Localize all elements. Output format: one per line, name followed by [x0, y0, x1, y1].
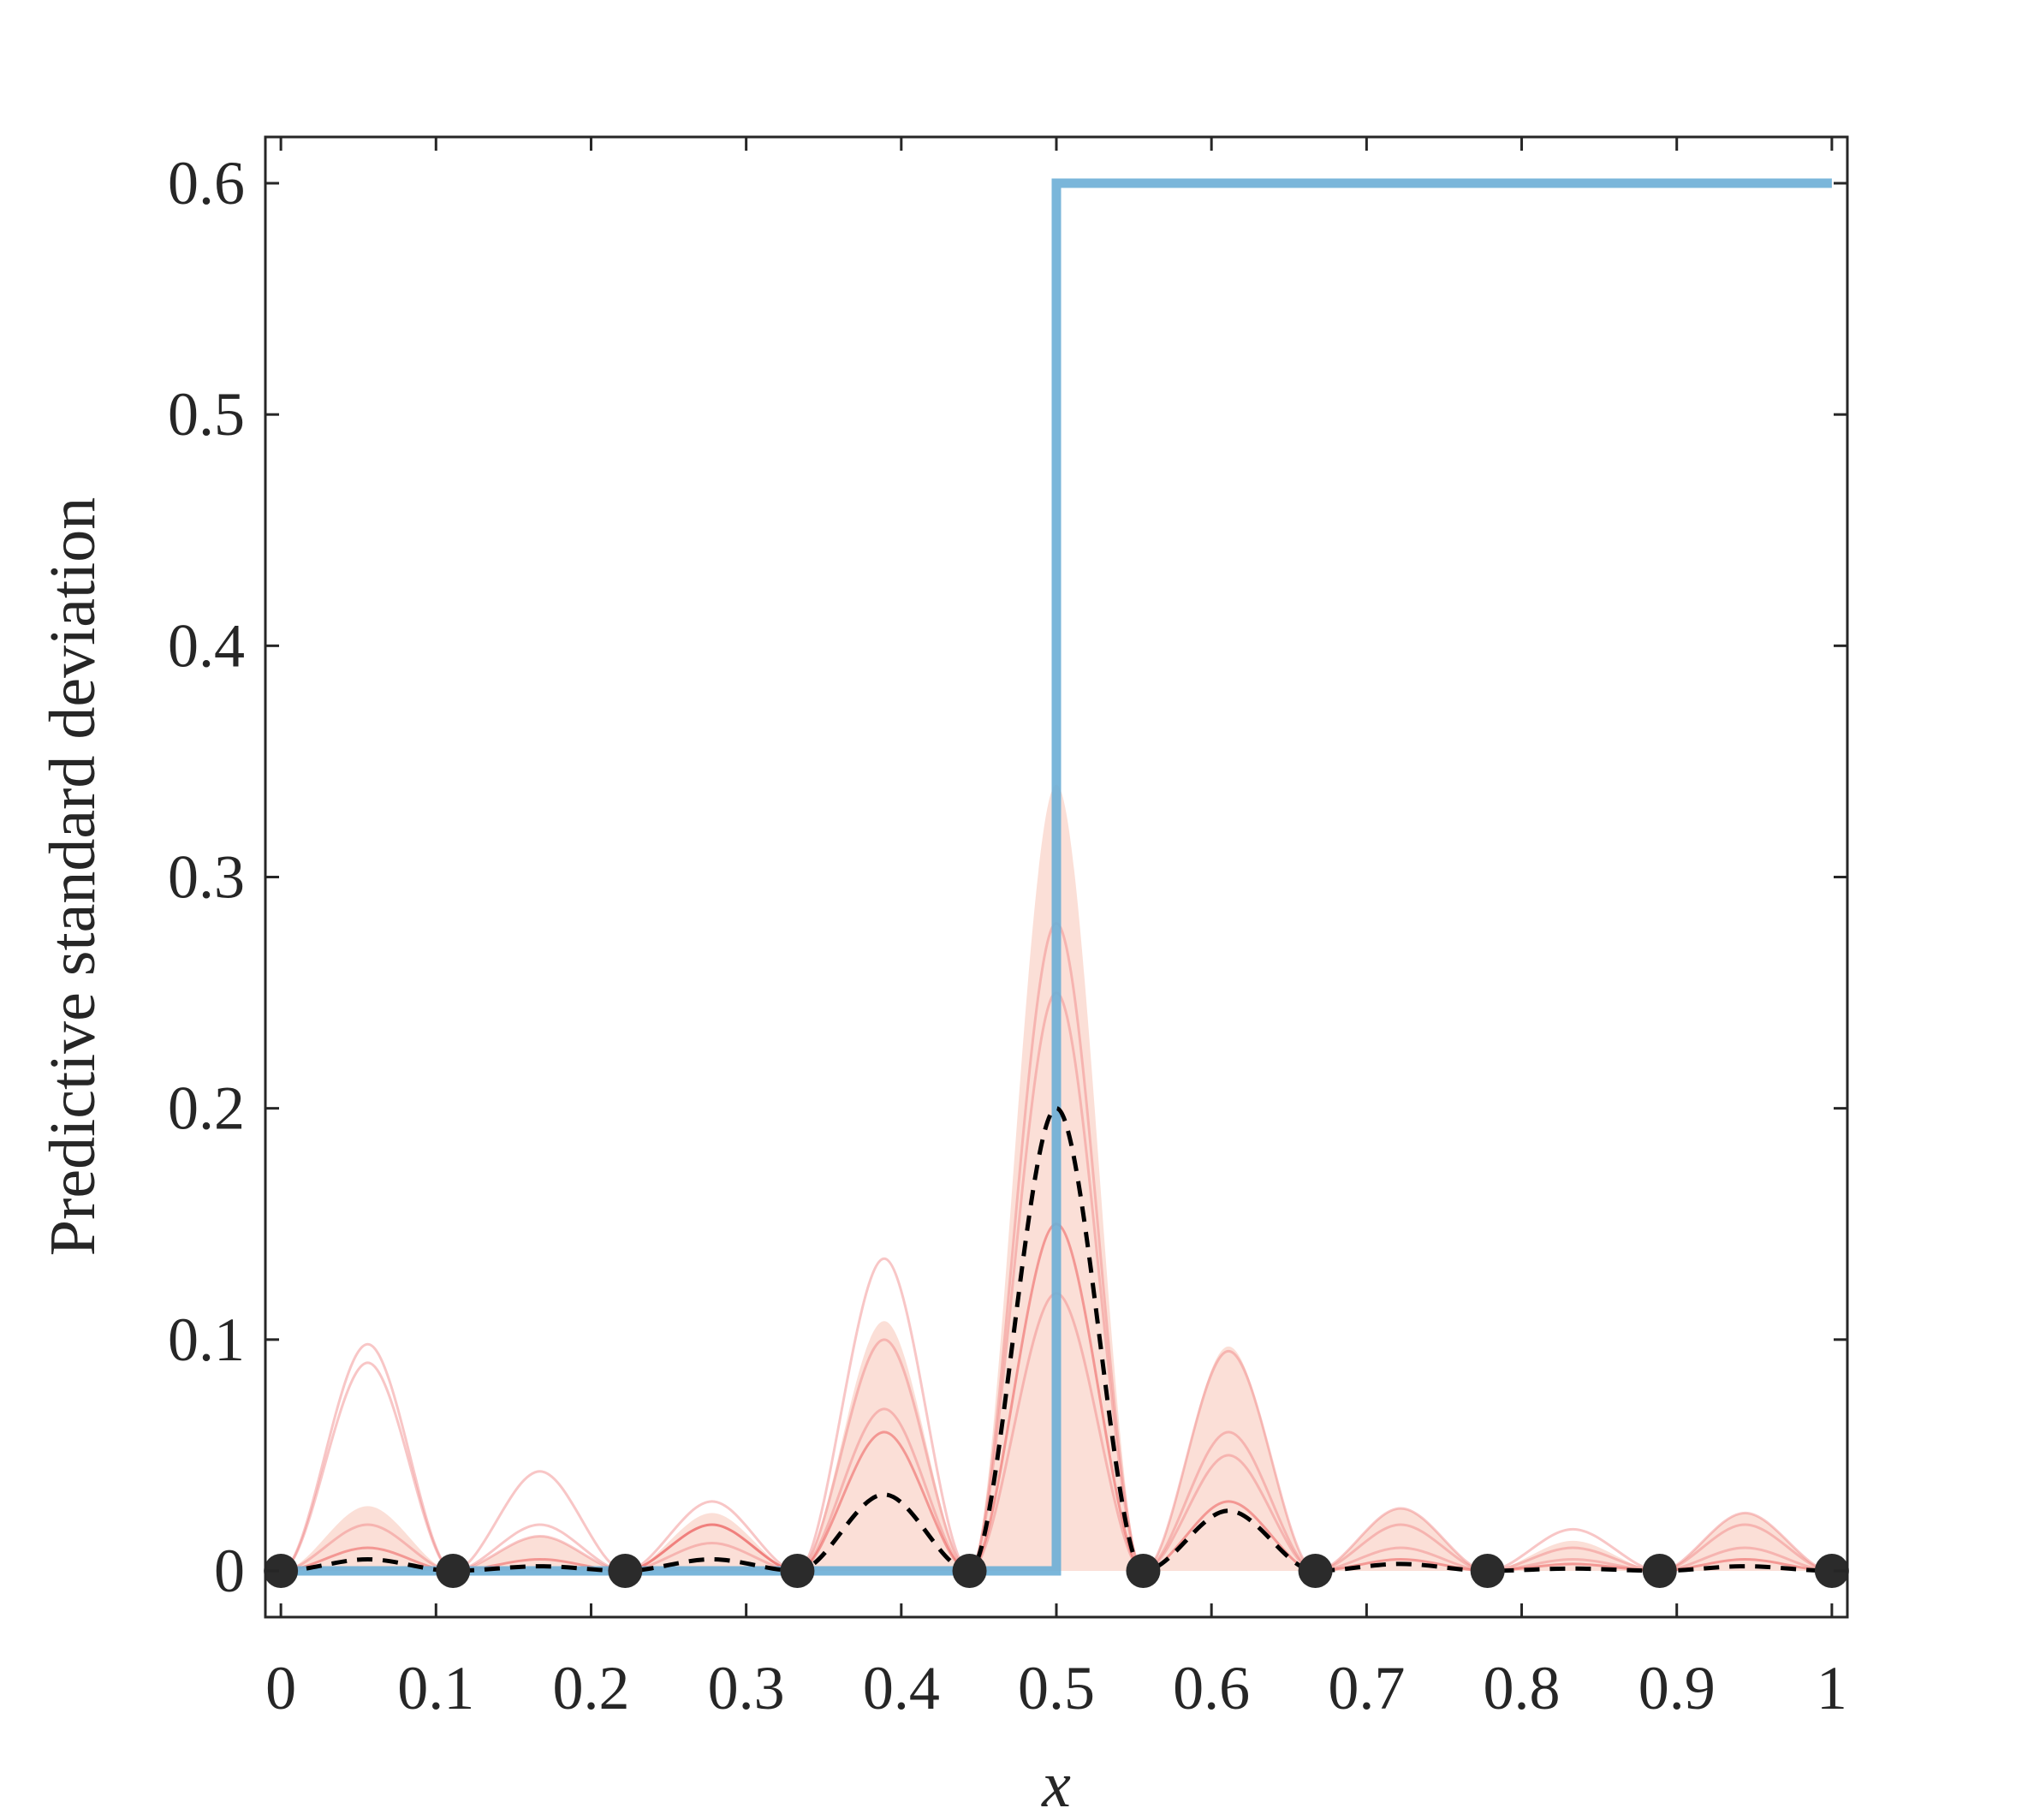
- y-tick-label: 0.2: [168, 1074, 245, 1143]
- data-point: [264, 1553, 299, 1588]
- y-tick-label: 0.5: [168, 380, 245, 449]
- data-point: [1814, 1553, 1849, 1588]
- x-tick-label: 0.6: [1173, 1654, 1250, 1722]
- x-tick-label: 0.8: [1484, 1654, 1561, 1722]
- data-point: [1126, 1553, 1161, 1588]
- data-point: [780, 1553, 815, 1588]
- data-point: [608, 1553, 643, 1588]
- y-tick-label: 0.3: [168, 843, 245, 912]
- data-point: [436, 1553, 471, 1588]
- sample-line: [280, 1257, 1833, 1573]
- x-tick-label: 0.9: [1638, 1654, 1716, 1722]
- x-tick-label: 0.4: [863, 1654, 940, 1722]
- y-tick-label: 0.4: [168, 611, 245, 680]
- y-tick-label: 0.6: [168, 149, 245, 217]
- y-tick-label: 0.1: [168, 1306, 245, 1374]
- y-axis-label: Predictive standard deviation: [37, 497, 109, 1256]
- x-tick-label: 0.5: [1018, 1654, 1095, 1722]
- step-line: [281, 178, 1832, 1576]
- x-tick-label: 0.2: [552, 1654, 629, 1722]
- data-point: [952, 1553, 987, 1588]
- mean-line: [281, 1106, 1832, 1573]
- y-tick-label: 0: [214, 1537, 245, 1605]
- x-tick-label: 0: [265, 1654, 296, 1722]
- data-point: [1470, 1553, 1505, 1588]
- x-tick-label: 0.3: [708, 1654, 785, 1722]
- data-point: [1642, 1553, 1677, 1588]
- x-tick-label: 0.1: [397, 1654, 474, 1722]
- data-point: [1298, 1553, 1333, 1588]
- sample-line: [281, 1222, 1832, 1573]
- x-axis-label: x: [1041, 1749, 1071, 1820]
- x-tick-label: 0.7: [1328, 1654, 1405, 1722]
- x-tick-label: 1: [1817, 1654, 1847, 1722]
